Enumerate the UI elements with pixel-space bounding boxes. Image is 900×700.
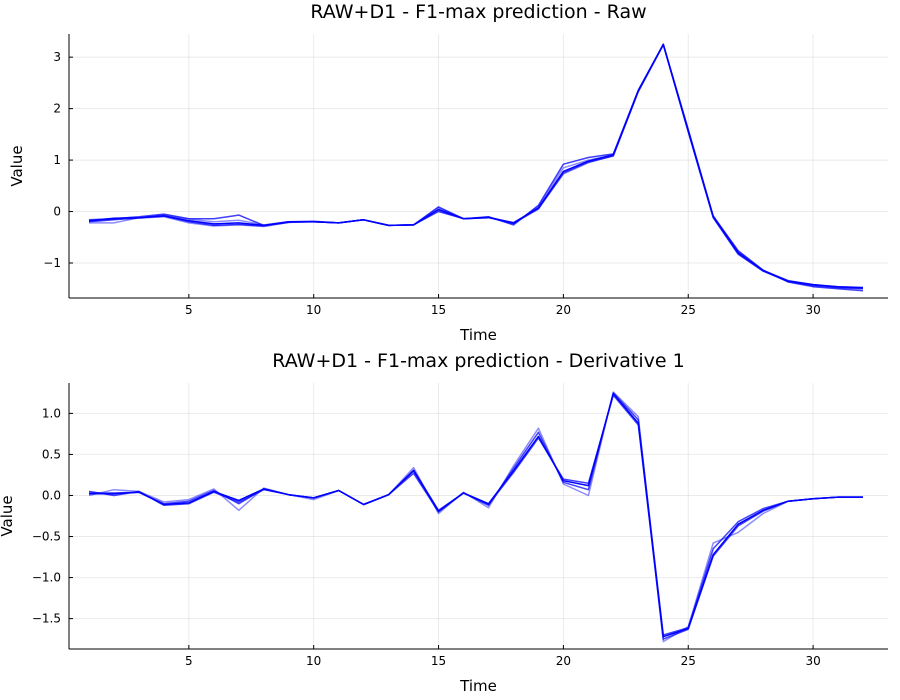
y-tick-label: −1.0 (32, 571, 61, 585)
y-axis-label: Value (8, 145, 26, 186)
y-tick-label: −1.5 (32, 612, 61, 626)
y-tick-label: 0.0 (42, 488, 61, 502)
y-tick-label: 2 (53, 102, 61, 116)
series-line (88, 43, 864, 292)
series-line (89, 43, 864, 289)
derivative-grid (69, 383, 888, 649)
raw-chart-panel: 5 10 15 20 25 30 −1 0 1 2 3 RAW+D1 - F1-max predict… (8, 1, 888, 344)
x-tick-label: 5 (185, 303, 193, 317)
x-tick-label: 20 (556, 654, 571, 668)
x-axis-label: Time (459, 677, 497, 695)
chart-title: RAW+D1 - F1-max prediction - Derivative … (272, 350, 684, 372)
x-tick-label: 10 (306, 303, 321, 317)
y-tick-label: −1 (43, 256, 61, 270)
x-tick-label: 5 (185, 654, 193, 668)
raw-grid (69, 34, 888, 298)
y-tick-label: 3 (53, 50, 61, 64)
y-axis-label: Value (0, 495, 16, 536)
series-line (89, 392, 863, 638)
series-line (88, 43, 864, 289)
x-axis-label: Time (459, 326, 497, 344)
y-tick-label: −0.5 (32, 530, 61, 544)
series-line (88, 44, 864, 288)
x-tick-label: 15 (431, 303, 446, 317)
x-tick-label: 30 (805, 654, 820, 668)
x-tick-label: 25 (681, 303, 696, 317)
derivative-chart-panel: 5 10 15 20 25 30 −1.5 −1.0 −0.5 0.0 0.5 1.0 RAW+D1 -… (0, 350, 888, 695)
x-tick-label: 15 (431, 654, 446, 668)
y-tick-label: 1 (53, 153, 61, 167)
y-tick-label: 0.5 (42, 447, 61, 461)
derivative-series-group (88, 391, 863, 643)
raw-series-group (88, 43, 864, 292)
x-tick-label: 30 (805, 303, 820, 317)
y-tick-label: 1.0 (42, 406, 61, 420)
series-line (89, 392, 863, 636)
chart-title: RAW+D1 - F1-max prediction - Raw (310, 1, 646, 23)
x-tick-label: 20 (556, 303, 571, 317)
x-tick-label: 25 (681, 654, 696, 668)
x-tick-label: 10 (306, 654, 321, 668)
y-tick-label: 0 (53, 205, 61, 219)
series-line (88, 44, 864, 290)
